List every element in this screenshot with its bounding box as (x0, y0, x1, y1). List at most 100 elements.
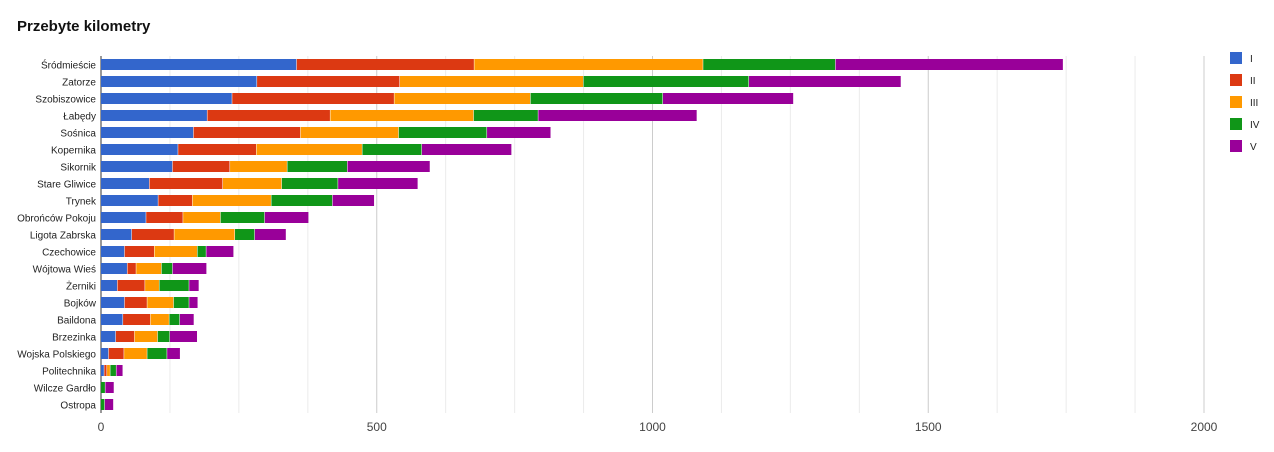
bar-segment-iv (197, 246, 206, 257)
bar-segment-iv (161, 263, 173, 274)
bar-segment-ii (117, 280, 145, 291)
bar-segment-iii (145, 280, 159, 291)
bar-segment-iv (530, 93, 663, 104)
bar-segment-ii (146, 212, 183, 223)
legend-swatch (1230, 52, 1242, 64)
bar-segment-iv (235, 229, 255, 240)
bar-segment-ii (257, 76, 400, 87)
x-tick-label: 1500 (915, 420, 942, 434)
chart-title: Przebyte kilometry (17, 18, 151, 35)
bar-segment-v (264, 212, 309, 223)
bar-segment-iv (101, 399, 105, 410)
category-label: Kopernika (51, 146, 96, 157)
bar-segment-i (101, 297, 125, 308)
legend-label: II (1250, 76, 1256, 87)
bar-segment-ii (123, 314, 151, 325)
bar-segment-v (116, 365, 123, 376)
category-label: Sośnica (60, 129, 96, 140)
bar-segment-iv (398, 127, 487, 138)
category-label: Śródmieście (41, 59, 96, 72)
bar-segment-iv (583, 76, 749, 87)
category-label: Wilcze Gardło (34, 384, 97, 395)
bar-segment-v (206, 246, 234, 257)
bar-segment-iii (192, 195, 271, 206)
bar-segment-i (101, 144, 178, 155)
category-label: Ostropa (60, 401, 96, 412)
bar-segment-v (332, 195, 375, 206)
bar-segment-v (749, 76, 901, 87)
bar-segment-ii (178, 144, 257, 155)
bar-segment-ii (232, 93, 394, 104)
bar-segment-v (538, 110, 697, 121)
bar-segment-v (169, 331, 198, 342)
bar-segment-iii (300, 127, 399, 138)
bar-segment-ii (115, 331, 135, 342)
x-tick-label: 2000 (1191, 420, 1218, 434)
bar-segment-v (179, 314, 194, 325)
bar-segment-iii (147, 297, 174, 308)
bar-segment-iv (159, 280, 189, 291)
bar-segment-iv (703, 59, 836, 70)
bar-segment-v (662, 93, 794, 104)
bar-segment-i (101, 229, 132, 240)
legend-label: IV (1250, 120, 1260, 131)
bar-segment-iii (222, 178, 282, 189)
bar-segment-iv (110, 365, 116, 376)
category-label: Politechnika (42, 367, 96, 378)
bar-segment-i (101, 161, 173, 172)
bar-segment-i (101, 280, 118, 291)
legend-label: V (1250, 142, 1257, 153)
bar-segment-ii (193, 127, 301, 138)
legend-swatch (1230, 74, 1242, 86)
bar-segment-v (487, 127, 551, 138)
bar-segment-iii (154, 246, 198, 257)
bar-segment-iii (107, 365, 110, 376)
bar-segment-iv (147, 348, 167, 359)
category-label: Stare Gliwice (37, 180, 96, 191)
bar-segment-v (105, 382, 114, 393)
bar-segment-i (101, 263, 127, 274)
category-label: Brzezinka (52, 333, 96, 344)
bar-segment-i (101, 365, 104, 376)
x-tick-label: 1000 (639, 420, 666, 434)
bar-segment-iv (473, 110, 538, 121)
bar-segment-ii (108, 348, 124, 359)
category-label: Wójtowa Wieś (33, 265, 96, 276)
bar-segment-iii (394, 93, 531, 104)
bar-segment-ii (149, 178, 223, 189)
legend-swatch (1230, 96, 1242, 108)
bar-segment-i (101, 127, 194, 138)
bar-segment-i (101, 246, 125, 257)
category-label: Sikornik (60, 163, 97, 174)
bar-segment-i (101, 212, 146, 223)
bar-segment-v (189, 297, 198, 308)
bar-segment-i (101, 314, 123, 325)
bar-segment-v (835, 59, 1063, 70)
bar-segment-ii (172, 161, 230, 172)
bar-segment-i (101, 110, 207, 121)
bar-segment-iv (101, 382, 105, 393)
bar-segment-iv (169, 314, 180, 325)
category-label: Baildona (57, 316, 96, 327)
legend-swatch (1230, 140, 1242, 152)
bar-segment-v (338, 178, 418, 189)
bar-segment-v (172, 263, 207, 274)
bar-segment-iv (173, 297, 189, 308)
bar-segment-v (189, 280, 199, 291)
bar-segment-iii (330, 110, 474, 121)
bar-segment-i (101, 76, 257, 87)
x-tick-label: 500 (367, 420, 387, 434)
bar-segment-iii (399, 76, 584, 87)
bar-segment-iv (287, 161, 348, 172)
bar-segment-v (347, 161, 430, 172)
legend-label: I (1250, 54, 1253, 65)
x-tick-label: 0 (98, 420, 105, 434)
bar-segment-i (101, 348, 109, 359)
legend-swatch (1230, 118, 1242, 130)
category-label: Wojska Polskiego (17, 350, 96, 361)
category-label: Zatorze (62, 78, 96, 89)
category-label: Obrońców Pokoju (17, 214, 96, 225)
category-label: Łabędy (63, 112, 96, 123)
